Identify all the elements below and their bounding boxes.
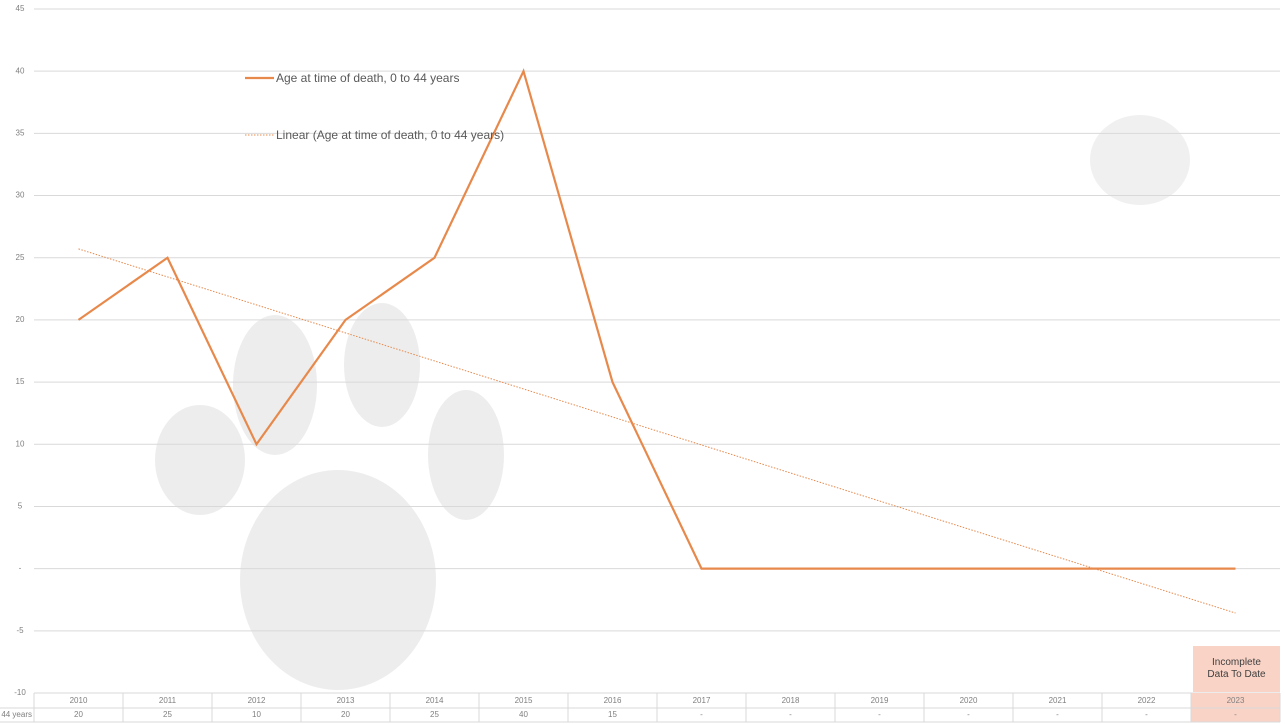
y-tick-label: 25 xyxy=(16,253,25,262)
legend-label: Age at time of death, 0 to 44 years xyxy=(276,71,459,85)
legend: Age at time of death, 0 to 44 years Linea… xyxy=(245,71,504,142)
background-sketch xyxy=(155,115,1190,690)
x-tick-label: 2023 xyxy=(1227,696,1245,705)
x-tick-label: 2016 xyxy=(604,696,622,705)
x-tick-label: 2022 xyxy=(1138,696,1156,705)
x-tick-label: 2012 xyxy=(248,696,266,705)
data-label: - xyxy=(700,710,703,719)
annotation: Incomplete Data To Date xyxy=(1193,646,1280,692)
data-label: 20 xyxy=(74,710,83,719)
data-label: 20 xyxy=(341,710,350,719)
x-tick-label: 2019 xyxy=(871,696,889,705)
y-tick-label: 20 xyxy=(16,315,25,324)
x-tick-label: 2017 xyxy=(693,696,711,705)
y-tick-label: 10 xyxy=(16,439,25,448)
data-label: - xyxy=(878,710,881,719)
y-tick-label: - xyxy=(19,564,22,573)
x-tick-label: 2015 xyxy=(515,696,533,705)
x-tick-label: 2013 xyxy=(337,696,355,705)
data-label: 25 xyxy=(430,710,439,719)
y-tick-label: 40 xyxy=(16,66,25,75)
data-label: - xyxy=(1056,710,1059,719)
table-row-label: 44 years xyxy=(1,710,32,719)
x-tick-label: 2020 xyxy=(960,696,978,705)
legend-label: Linear (Age at time of death, 0 to 44 ye… xyxy=(276,128,504,142)
x-tick-label: 2018 xyxy=(782,696,800,705)
x-tick-label: 2010 xyxy=(70,696,88,705)
x-tick-label: 2021 xyxy=(1049,696,1067,705)
data-label: - xyxy=(1145,710,1148,719)
y-tick-label: -5 xyxy=(16,626,24,635)
data-label: - xyxy=(1234,710,1237,719)
data-label: - xyxy=(967,710,970,719)
x-tick-label: 2014 xyxy=(426,696,444,705)
y-tick-label: 30 xyxy=(16,191,25,200)
data-label: 15 xyxy=(608,710,617,719)
y-tick-label: 35 xyxy=(16,128,25,137)
y-tick-label: -10 xyxy=(14,688,26,697)
data-label: 25 xyxy=(163,710,172,719)
data-line xyxy=(77,68,1236,570)
data-label: 40 xyxy=(519,710,528,719)
x-tick-label: 2011 xyxy=(159,696,177,705)
y-tick-label: 45 xyxy=(16,4,25,13)
trendline xyxy=(78,248,1236,614)
y-tick-label: 15 xyxy=(16,377,25,386)
plot xyxy=(77,68,1236,614)
data-label: 10 xyxy=(252,710,261,719)
y-tick-label: 5 xyxy=(18,502,23,511)
data-label: - xyxy=(789,710,792,719)
data-table: 44 years 2010 20 2011 25 2012 10 2013 20 2014 25 20… xyxy=(0,693,1281,723)
